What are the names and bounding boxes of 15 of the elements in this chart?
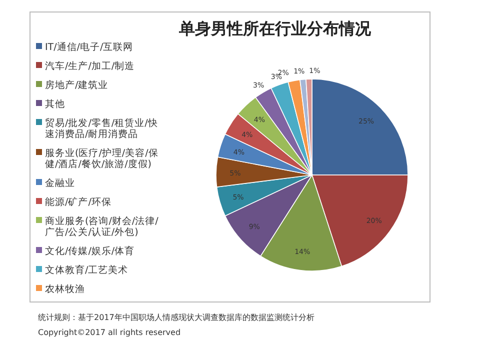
legend-label: 能源/矿产/环保 — [45, 196, 112, 208]
legend-label: 农林牧渔 — [45, 283, 85, 295]
legend-label: 文化/传媒/娱乐/体育 — [45, 245, 135, 257]
text: 统计规则：基于2017年中国职场人情感现状大调查数据库的数据监测统计分析 — [38, 313, 314, 322]
text: Copyright©2017 all rights reserved — [38, 328, 181, 337]
legend-label: 商业服务(咨询/财会/法律/广告/公关/认证/外包) — [45, 215, 160, 238]
legend-label: 服务业(医疗/护理/美容/保健/酒店/餐饮/旅游/度假) — [45, 147, 158, 170]
legend-label: IT/通信/电子/互联网 — [45, 41, 134, 53]
legend-label: 汽车/生产/加工/制造 — [45, 60, 135, 72]
chart-title: 单身男性所在行业分布情况 — [178, 19, 372, 38]
legend-label: 文体教育/工艺美术 — [45, 264, 128, 276]
legend-label: 房地产/建筑业 — [45, 79, 108, 91]
legend-label: 贸易/批发/零售/租赁业/快速消费品/耐用消费品 — [45, 117, 158, 140]
legend-label: 金融业 — [45, 177, 75, 189]
legend-label: 其他 — [45, 98, 65, 110]
